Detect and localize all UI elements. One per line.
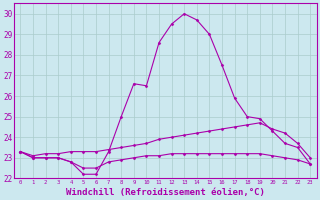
X-axis label: Windchill (Refroidissement éolien,°C): Windchill (Refroidissement éolien,°C) xyxy=(66,188,265,197)
